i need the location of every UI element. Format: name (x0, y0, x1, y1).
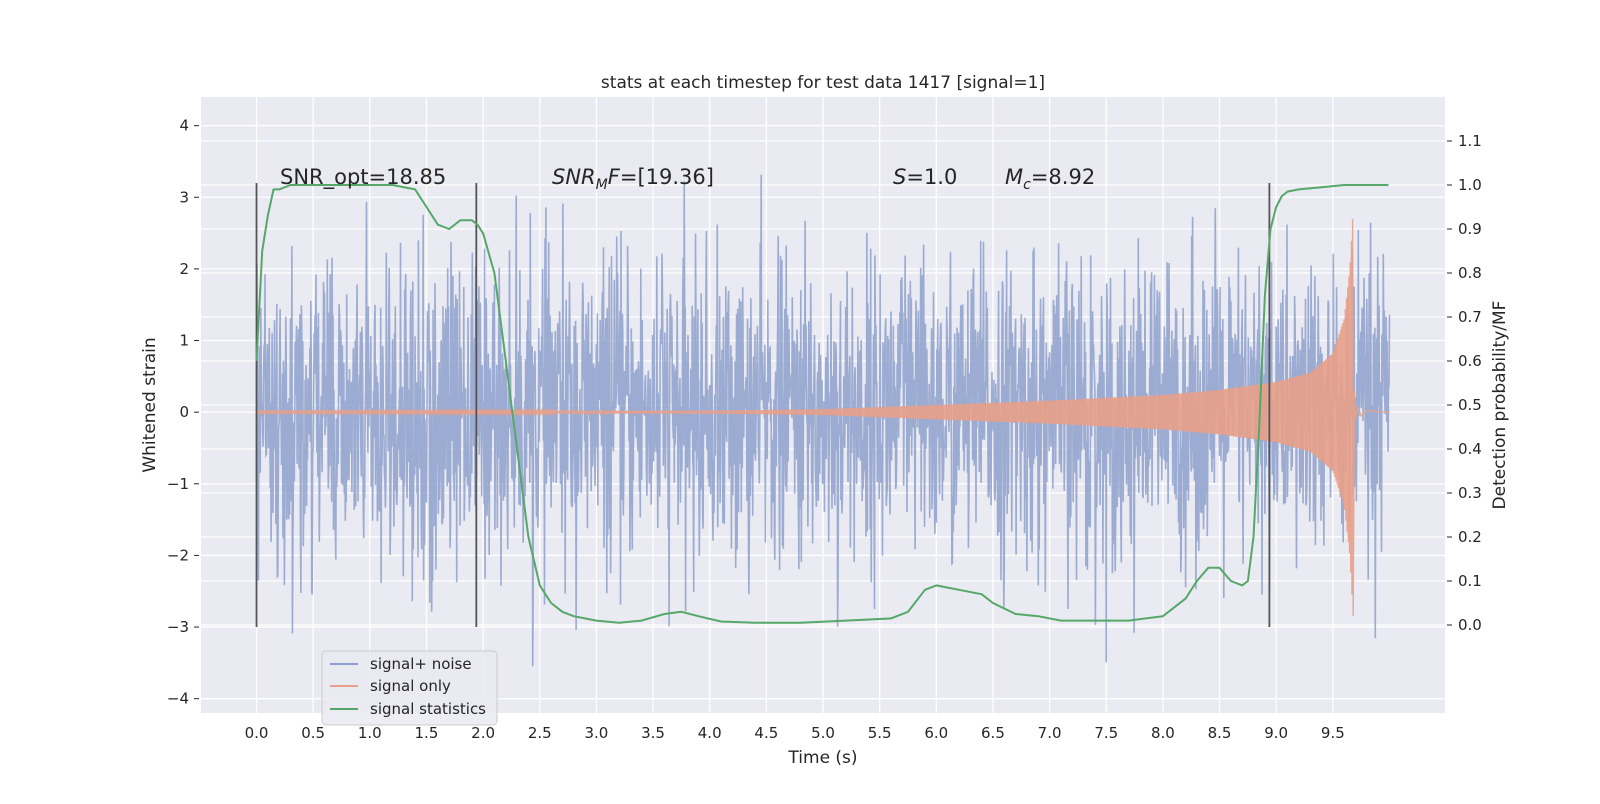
y-tick-label-right: 0.9 (1458, 220, 1482, 238)
annotation-snr-opt: SNR_opt=18.85 (280, 165, 446, 190)
noise-line (255, 174, 1391, 667)
x-tick-label: 9.0 (1264, 724, 1288, 742)
y-tick-label-right: 1.0 (1458, 176, 1482, 194)
y-tick-label-right: 0.1 (1458, 572, 1482, 590)
y-axis-label-right: Detection probability/MF (1490, 301, 1510, 510)
y-tick-label-right: 0.3 (1458, 484, 1482, 502)
y-tick-label-right: 0.6 (1458, 352, 1482, 370)
chart-title: stats at each timestep for test data 141… (601, 73, 1045, 93)
y-tick-label-right: 0.0 (1458, 616, 1482, 634)
x-tick-label: 0.5 (301, 724, 325, 742)
y-tick-label-left: −4 (167, 690, 189, 708)
y-tick-label-left: 4 (179, 117, 189, 135)
legend-label-noise: signal+ noise (370, 655, 472, 673)
chirp-line (255, 218, 1390, 617)
x-tick-label: 6.0 (924, 724, 948, 742)
annotation-snr-mf-value: [19.36] (637, 165, 714, 189)
y-tick-label-left: −3 (167, 618, 189, 636)
x-axis-label: Time (s) (787, 748, 857, 768)
x-tick-label: 7.0 (1038, 724, 1062, 742)
y-tick-label-left: 1 (179, 332, 189, 350)
x-tick-label: 3.5 (641, 724, 665, 742)
statistics-series (255, 184, 1389, 624)
y-tick-label-right: 0.8 (1458, 264, 1482, 282)
x-tick-label: 2.0 (471, 724, 495, 742)
y-tick-label-right: 0.2 (1458, 528, 1482, 546)
x-tick-label: 0.0 (245, 724, 269, 742)
y-tick-label-left: 2 (179, 260, 189, 278)
y-tick-label-left: −1 (167, 475, 189, 493)
x-tick-label: 1.5 (415, 724, 439, 742)
legend-box (321, 650, 498, 726)
x-tick-label: 8.0 (1151, 724, 1175, 742)
y-tick-label-left: 0 (179, 403, 189, 421)
x-tick-label: 4.5 (754, 724, 778, 742)
y-tick-label-left: −2 (167, 546, 189, 564)
legend-label-statistics: signal statistics (370, 700, 486, 718)
annotation-snr-mf: SNRMF=[19.36] (552, 165, 714, 193)
x-tick-label: 7.5 (1094, 724, 1118, 742)
x-tick-label: 3.0 (584, 724, 608, 742)
tick-labels: 0.0 0.5 1.0 1.5 2.0 2.5 3.0 3.5 4.0 4.5 5.0 5.5 6.0 6… (167, 117, 1482, 742)
legend: signal+ noise signal only signal statist… (321, 650, 498, 726)
legend-label-signal: signal only (370, 677, 451, 695)
y-tick-label-left: 3 (179, 188, 189, 206)
x-tick-label: 6.5 (981, 724, 1005, 742)
chirp-series (255, 218, 1390, 617)
annotation-s-value: =1.0 (906, 165, 957, 189)
x-tick-label: 5.0 (811, 724, 835, 742)
y-axis-label-left: Whitened strain (140, 337, 160, 472)
x-tick-label: 2.5 (528, 724, 552, 742)
annotation-s: S=1.0 (893, 165, 957, 189)
annotation-mc-value: =8.92 (1031, 165, 1095, 189)
noise-series (255, 174, 1391, 667)
x-tick-label: 9.5 (1321, 724, 1345, 742)
x-tick-label: 4.0 (698, 724, 722, 742)
y-tick-label-right: 0.4 (1458, 440, 1482, 458)
y-tick-label-right: 0.7 (1458, 308, 1482, 326)
vertical-markers (255, 182, 1271, 628)
y-tick-label-right: 0.5 (1458, 396, 1482, 414)
y-tick-label-right: 1.1 (1458, 132, 1482, 150)
x-tick-label: 8.5 (1208, 724, 1232, 742)
x-tick-label: 1.0 (358, 724, 382, 742)
statistics-line (255, 184, 1389, 624)
annotation-mc: Mc=8.92 (1005, 165, 1095, 193)
x-tick-label: 5.5 (868, 724, 892, 742)
